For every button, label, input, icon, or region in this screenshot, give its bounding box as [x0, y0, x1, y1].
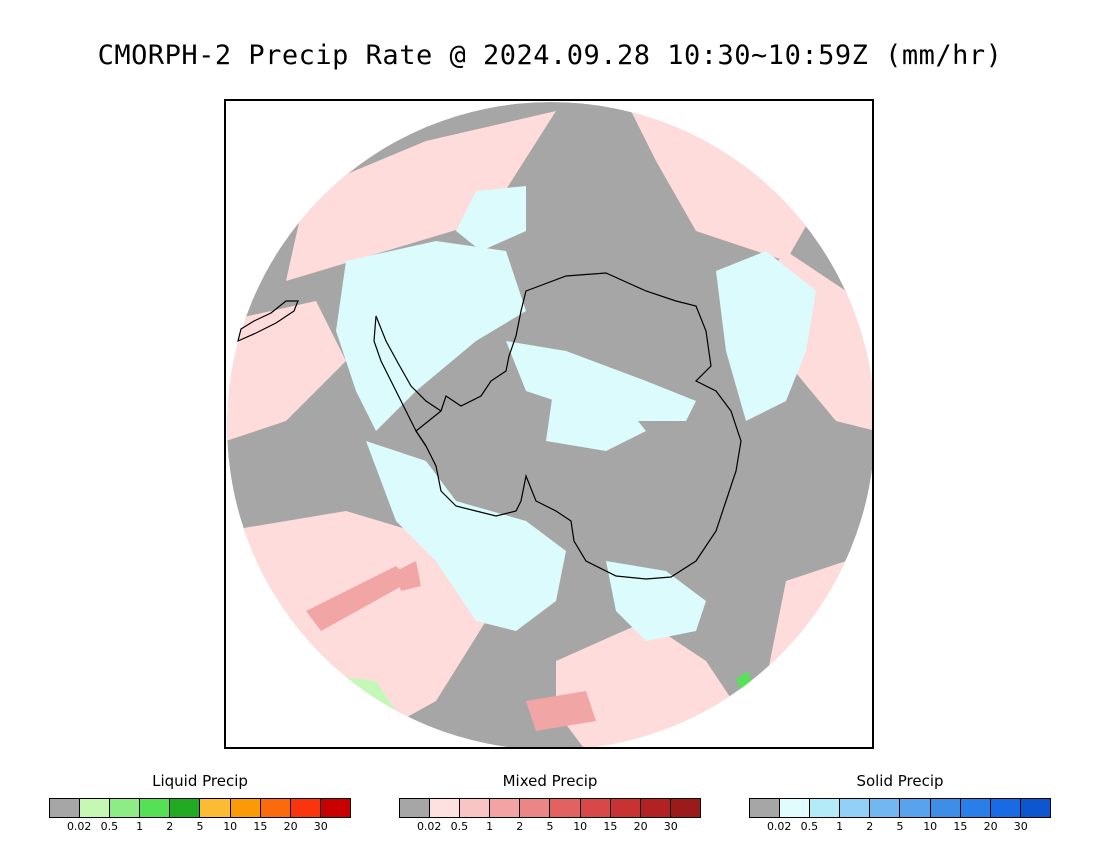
mixed-region-north: [626, 102, 826, 261]
legend-swatch: [140, 799, 171, 817]
legend-tick-label: 10: [923, 820, 938, 833]
solid-region-pole-fan: [546, 371, 646, 451]
legend-swatch: [400, 799, 431, 817]
mixed-region-northeast: [826, 102, 872, 221]
legend-tick-label: 20: [283, 820, 298, 833]
legend-tick-label: 0.5: [800, 820, 819, 833]
legend-swatch: [840, 799, 871, 817]
legend-tick-label: 0.5: [100, 820, 119, 833]
legend-tick-label: 1: [136, 820, 144, 833]
mixed-moderate-streak-1: [306, 566, 411, 631]
legend-swatch: [1020, 799, 1050, 817]
legend-tick-label: 15: [953, 820, 968, 833]
legend-swatch: [960, 799, 991, 817]
legend-swatch: [550, 799, 581, 817]
legend-swatch: [900, 799, 931, 817]
map-title: CMORPH-2 Precip Rate @ 2024.09.28 10:30~…: [97, 40, 1003, 71]
legend-swatch: [930, 799, 961, 817]
legend-swatch: [670, 799, 700, 817]
legend-tick-label: 0.5: [450, 820, 469, 833]
legend-swatch: [200, 799, 231, 817]
mixed-region-west: [227, 301, 346, 441]
legend-tick-label: 15: [253, 820, 268, 833]
legend-title: Mixed Precip: [502, 772, 598, 790]
legend-swatch: [260, 799, 291, 817]
legend-swatch: [490, 799, 521, 817]
legend-tick-label: 1: [836, 820, 844, 833]
legend-tick-label: 5: [546, 820, 554, 833]
solid-region-pacific-sector: [336, 241, 526, 431]
precip-field: [227, 102, 872, 747]
legend-swatch: [870, 799, 901, 817]
legend-tick-label: 1: [486, 820, 494, 833]
antarctica-coastline: [415, 272, 742, 580]
legend-tick-label: 20: [633, 820, 648, 833]
legend-tick-label: 0.02: [416, 820, 442, 833]
legend-swatch: [430, 799, 461, 817]
legend-ticks: 0.02 0.5 1 2 5 10 15 20 30: [399, 820, 701, 834]
legend-swatch: [520, 799, 551, 817]
legend-tick-label: 20: [983, 820, 998, 833]
legend-ticks: 0.02 0.5 1 2 5 10 15 20 30: [749, 820, 1051, 834]
solid-region-east-coast: [716, 251, 816, 421]
legend-tick-label: 10: [223, 820, 238, 833]
legend-swatch: [580, 799, 611, 817]
legend-tick-label: 0.02: [766, 820, 792, 833]
legend-tick-label: 30: [663, 820, 678, 833]
polar-map: [227, 102, 872, 747]
legend-swatch: [170, 799, 201, 817]
legend-liquid: Liquid Precip 0.02 0.5 1 2 5 10 15 20 30: [49, 772, 351, 834]
legend-tick-label: 30: [313, 820, 328, 833]
legend-swatch: [50, 799, 81, 817]
map-frame: [224, 99, 874, 749]
legend-tick-label: 30: [1013, 820, 1028, 833]
legend-colorbar: [399, 798, 701, 818]
legend-swatch: [610, 799, 641, 817]
solid-region-ross-sea: [366, 441, 566, 631]
legend-title: Solid Precip: [856, 772, 944, 790]
legend-colorbar: [749, 798, 1051, 818]
legend-swatch: [780, 799, 811, 817]
solid-region-weddell: [606, 561, 706, 641]
legend-swatch: [230, 799, 261, 817]
antarctic-peninsula-coastline: [373, 315, 442, 447]
legend-tick-label: 0.02: [66, 820, 92, 833]
legend-tick-label: 2: [866, 820, 874, 833]
legend-tick-label: 5: [896, 820, 904, 833]
legend-swatch: [110, 799, 141, 817]
legend-swatch: [80, 799, 111, 817]
legend-tick-label: 5: [196, 820, 204, 833]
legend-swatch: [640, 799, 671, 817]
legend-tick-label: 15: [603, 820, 618, 833]
legend-mixed: Mixed Precip 0.02 0.5 1 2 5 10 15 20 30: [399, 772, 701, 834]
mixed-moderate-streak-3: [396, 561, 421, 591]
legend-solid: Solid Precip 0.02 0.5 1 2 5 10 15 20 30: [749, 772, 1051, 834]
legend-tick-label: 2: [516, 820, 524, 833]
legend-swatch: [990, 799, 1021, 817]
legend-ticks: 0.02 0.5 1 2 5 10 15 20 30: [49, 820, 351, 834]
legend-swatch: [320, 799, 350, 817]
legend-tick-label: 10: [573, 820, 588, 833]
mixed-moderate-streak-2: [526, 691, 596, 731]
legend-tick-label: 2: [166, 820, 174, 833]
legend-colorbar: [49, 798, 351, 818]
south-america-tip-coastline: [237, 300, 299, 343]
solid-region-north-patch: [456, 186, 526, 251]
legend-swatch: [810, 799, 841, 817]
legend-swatch: [460, 799, 491, 817]
legend-title: Liquid Precip: [152, 772, 248, 790]
legend-swatch: [750, 799, 781, 817]
legend-swatch: [290, 799, 321, 817]
mixed-region-northwest: [286, 111, 556, 281]
